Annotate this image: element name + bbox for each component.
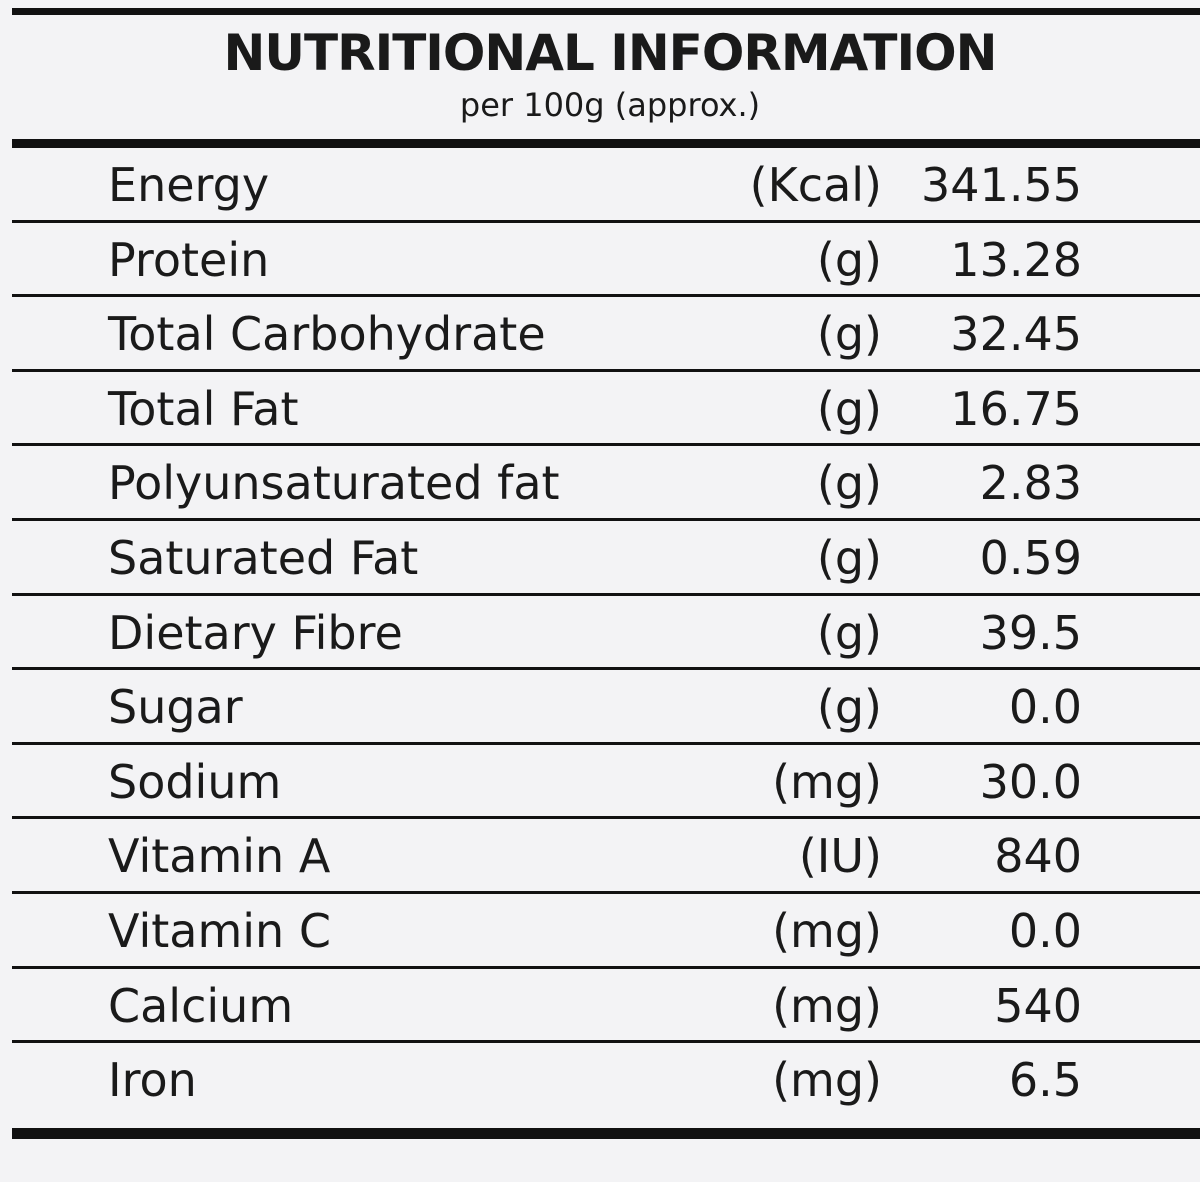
row-value: 0.0: [1008, 904, 1082, 958]
row-label: Protein: [108, 232, 270, 287]
row-value: 0.59: [979, 531, 1082, 585]
row-unit: (g): [816, 680, 882, 735]
row-value: 6.5: [1008, 1053, 1082, 1108]
row-unit: (g): [816, 307, 882, 362]
bottom-rule: [12, 1128, 1200, 1139]
row-rule: [12, 891, 1200, 894]
row-rule: [12, 816, 1200, 820]
row-value: 540: [994, 978, 1082, 1033]
row-value: 840: [994, 829, 1082, 884]
row-unit: (mg): [772, 1053, 882, 1108]
row-value: 2.83: [979, 456, 1082, 511]
row-value: 13.28: [950, 232, 1082, 287]
row-rule: [12, 294, 1200, 298]
row-unit: (IU): [798, 829, 882, 884]
row-value: 16.75: [950, 381, 1082, 436]
header-rule: [12, 139, 1200, 148]
row-unit: (g): [816, 232, 882, 287]
row-unit: (Kcal): [749, 158, 882, 212]
row-label: Total Carbohydrate: [108, 307, 546, 362]
row-rule: [12, 368, 1200, 372]
row-rule: [12, 1040, 1200, 1044]
row-label: Sugar: [108, 680, 243, 735]
row-label: Sodium: [108, 754, 282, 809]
row-value: 30.0: [979, 754, 1082, 809]
row-label: Vitamin A: [108, 829, 331, 884]
row-unit: (g): [816, 456, 882, 511]
subtitle: per 100g (approx.): [459, 86, 761, 124]
row-unit: (g): [816, 605, 882, 660]
row-rule: [12, 443, 1200, 447]
row-label: Vitamin C: [108, 904, 331, 958]
row-rule: [12, 592, 1200, 596]
row-unit: (mg): [772, 754, 882, 809]
row-value: 0.0: [1008, 680, 1082, 735]
row-rule: [12, 965, 1200, 969]
row-label: Iron: [108, 1053, 197, 1108]
title: NUTRITIONAL INFORMATION: [223, 24, 998, 82]
row-unit: (g): [816, 381, 882, 436]
row-label: Saturated Fat: [108, 531, 419, 585]
row-unit: (mg): [772, 978, 882, 1033]
row-value: 39.5: [979, 605, 1082, 660]
row-label: Dietary Fibre: [108, 605, 403, 660]
top-rule: [12, 8, 1200, 15]
row-rule: [12, 667, 1200, 671]
row-unit: (g): [816, 531, 882, 585]
row-label: Total Fat: [108, 381, 299, 436]
row-value: 32.45: [950, 307, 1082, 362]
row-rule: [12, 219, 1200, 223]
row-value: 341.55: [921, 158, 1082, 212]
row-label: Calcium: [108, 978, 294, 1033]
row-label: Polyunsaturated fat: [108, 456, 560, 511]
row-unit: (mg): [772, 904, 882, 958]
row-rule: [12, 741, 1200, 745]
row-label: Energy: [108, 158, 270, 212]
row-rule: [12, 518, 1200, 521]
